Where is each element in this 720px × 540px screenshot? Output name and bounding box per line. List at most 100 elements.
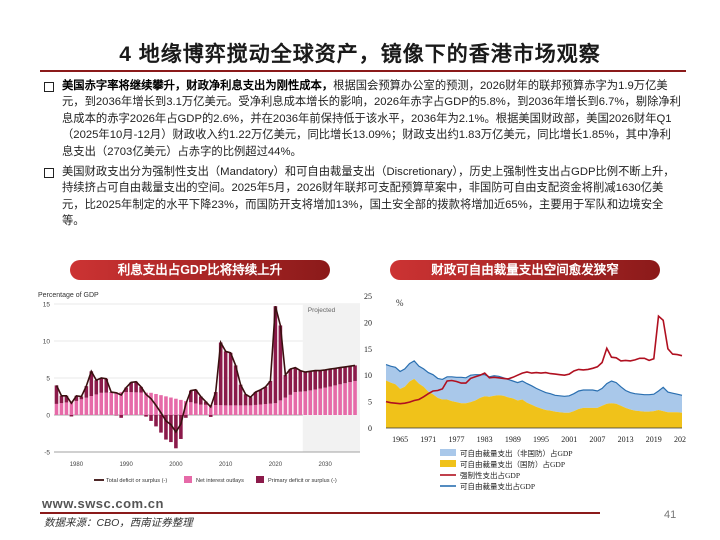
x-tick-label: 2007: [589, 435, 605, 444]
primary-deficit-bar: [348, 366, 352, 383]
x-tick-label: 1983: [477, 435, 493, 444]
net-interest-bar: [273, 403, 278, 415]
legend-label: 可自由裁量支出（国防）占GDP: [460, 459, 565, 469]
net-interest-bar: [333, 385, 337, 415]
checkbox-square-icon: [44, 168, 54, 179]
primary-surplus-bar: [69, 415, 74, 417]
primary-deficit-bar: [84, 386, 89, 398]
area-series: [386, 360, 682, 428]
checkbox-square-icon: [44, 82, 54, 92]
primary-surplus-bar: [169, 415, 173, 443]
primary-deficit-bar: [104, 378, 109, 393]
x-tick-label: 2030: [318, 462, 332, 468]
left-chart: Percentage of GDP Projected 15 10 5 0 -5 1980…: [34, 286, 364, 498]
y-tick-label: 5: [46, 376, 50, 383]
bullet-item-2: 美国财政支出分为强制性支出（Mandatory）和可自由裁量支出（Discret…: [44, 164, 684, 230]
y-tick-label: 0: [368, 424, 372, 433]
net-interest-bar: [218, 405, 223, 415]
primary-surplus-bar: [144, 415, 148, 417]
legend-label: Total deficit or surplus (-): [106, 478, 167, 484]
primary-deficit-bar: [223, 351, 228, 406]
net-interest-bar: [169, 397, 173, 415]
chart-ylabel: Percentage of GDP: [38, 292, 99, 299]
primary-deficit-bar: [263, 386, 268, 405]
nondefense-area: [386, 360, 682, 413]
primary-deficit-bar: [139, 386, 143, 393]
primary-deficit-bar: [59, 395, 64, 404]
net-interest-bar: [203, 404, 208, 415]
primary-deficit-bar: [228, 352, 233, 406]
net-interest-bar: [263, 404, 268, 415]
net-interest-bar: [253, 404, 258, 415]
primary-deficit-bar: [303, 372, 308, 392]
primary-deficit-bar: [323, 369, 327, 388]
chart-axes: 15 10 5 0 -5 1980 1990 2000 2010 2020 2030: [43, 302, 360, 468]
primary-deficit-bar: [233, 365, 238, 406]
deficit-chart-svg: Percentage of GDP Projected 15 10 5 0 -5 1980…: [38, 292, 360, 484]
x-tick-label: 1990: [119, 462, 133, 468]
bullet-item-1: 美国赤字率将继续攀升，财政净利息支出为刚性成本，根据国会预算办公室的预测，202…: [44, 78, 684, 160]
primary-deficit-bar: [273, 306, 278, 404]
net-interest-bar: [184, 401, 188, 415]
x-tick-label: 1971: [420, 435, 436, 444]
net-interest-bar: [303, 391, 308, 415]
legend-swatch: [440, 449, 456, 456]
net-interest-bar: [139, 392, 143, 415]
footer-url[interactable]: www.swsc.com.cn: [42, 496, 164, 511]
x-tick-label: 2020: [269, 462, 283, 468]
deficit-line-series: [55, 305, 356, 434]
net-interest-bar: [119, 392, 123, 415]
primary-deficit-bar: [258, 389, 263, 405]
x-tick-label: 2013: [618, 435, 634, 444]
projected-label: Projected: [308, 307, 336, 314]
primary-deficit-bar: [298, 370, 303, 392]
chart-ylabel: %: [396, 298, 404, 308]
primary-deficit-bar: [54, 385, 59, 404]
x-tick-label: 1980: [70, 462, 84, 468]
primary-deficit-bar: [198, 396, 203, 405]
primary-deficit-bar: [64, 395, 69, 403]
net-interest-bar: [328, 386, 332, 415]
net-interest-bar: [129, 392, 133, 415]
net-interest-bar: [213, 405, 218, 415]
net-interest-bar: [189, 402, 193, 415]
net-interest-bar: [179, 399, 183, 415]
primary-deficit-bar: [353, 365, 357, 381]
x-tick-label: 1965: [392, 435, 408, 444]
y-tick-label: 15: [364, 345, 372, 354]
line-series: [385, 314, 683, 405]
primary-surplus-bar: [149, 415, 153, 421]
x-tick-label: 2025: [674, 435, 686, 444]
net-interest-bar: [243, 405, 248, 415]
net-interest-bar: [124, 392, 128, 415]
net-interest-bar: [323, 387, 327, 415]
y-tick-label: 10: [43, 339, 51, 346]
bullet-list: 美国赤字率将继续攀升，财政净利息支出为刚性成本，根据国会预算办公室的预测，202…: [44, 78, 684, 234]
legend-label: 可自由裁量支出占GDP: [460, 481, 535, 491]
bullet-body-2: 美国财政支出分为强制性支出（Mandatory）和可自由裁量支出（Discret…: [62, 166, 675, 228]
defense-area: [386, 378, 682, 428]
net-interest-bar: [174, 398, 178, 415]
net-interest-bar: [208, 404, 213, 415]
y-tick-label: -5: [44, 450, 50, 457]
bullet-text-2: 美国财政支出分为强制性支出（Mandatory）和可自由裁量支出（Discret…: [62, 164, 682, 230]
primary-deficit-bar: [94, 380, 99, 395]
x-tick-label: 1995: [533, 435, 549, 444]
primary-deficit-bar: [79, 396, 84, 400]
primary-deficit-bar: [74, 395, 79, 401]
primary-deficit-bar: [318, 370, 322, 389]
title-rule: [40, 70, 686, 72]
bullet-text-1: 美国赤字率将继续攀升，财政净利息支出为刚性成本，根据国会预算办公室的预测，202…: [62, 78, 682, 160]
net-interest-bar: [318, 388, 322, 415]
page-number: 41: [664, 509, 677, 521]
chart-axes: 25 20 15 10 5 0 1965 1971 1977 1983 1989 1995 2001 20…: [364, 292, 686, 444]
net-interest-bar: [54, 403, 59, 415]
net-interest-bar: [59, 403, 64, 415]
net-interest-bar: [114, 392, 118, 415]
net-interest-bar: [194, 403, 198, 415]
net-interest-bar: [343, 383, 347, 415]
legend-label: 强制性支出占GDP: [460, 470, 520, 480]
x-tick-label: 2010: [219, 462, 233, 468]
x-tick-label: 1977: [448, 435, 464, 444]
primary-deficit-bar: [283, 375, 288, 398]
